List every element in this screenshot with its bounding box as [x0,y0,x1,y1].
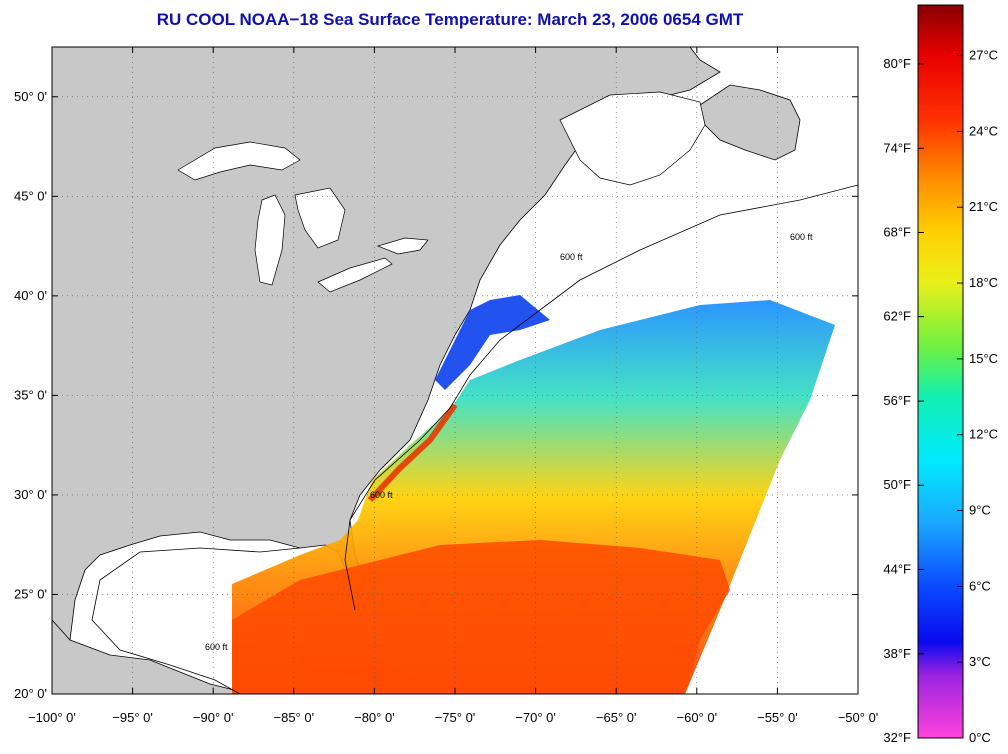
colorbar-fahrenheit-label: 44°F [883,561,911,576]
colorbar-celsius-label: 6°C [969,578,991,593]
colorbar-fahrenheit-label: 80°F [883,56,911,71]
colorbar-fahrenheit-label: 56°F [883,393,911,408]
colorbar-gradient [918,5,963,738]
colorbar-fahrenheit-label: 68°F [883,224,911,239]
colorbar-celsius-label: 15°C [969,351,998,366]
colorbar-celsius-label: 3°C [969,654,991,669]
colorbar-celsius-label: 12°C [969,427,998,442]
colorbar-fahrenheit-label: 74°F [883,140,911,155]
colorbar-celsius-label: 9°C [969,503,991,518]
colorbar-fahrenheit-label: 50°F [883,477,911,492]
colorbar-fahrenheit-label: 62°F [883,309,911,324]
colorbar-celsius-label: 24°C [969,123,998,138]
colorbar-celsius-label: 18°C [969,275,998,290]
colorbar-celsius-label: 27°C [969,48,998,63]
colorbar-fahrenheit-label: 38°F [883,646,911,661]
colorbar-fahrenheit-label: 32°F [883,730,911,745]
colorbar-celsius-label: 0°C [969,730,991,745]
colorbar-celsius-label: 21°C [969,199,998,214]
